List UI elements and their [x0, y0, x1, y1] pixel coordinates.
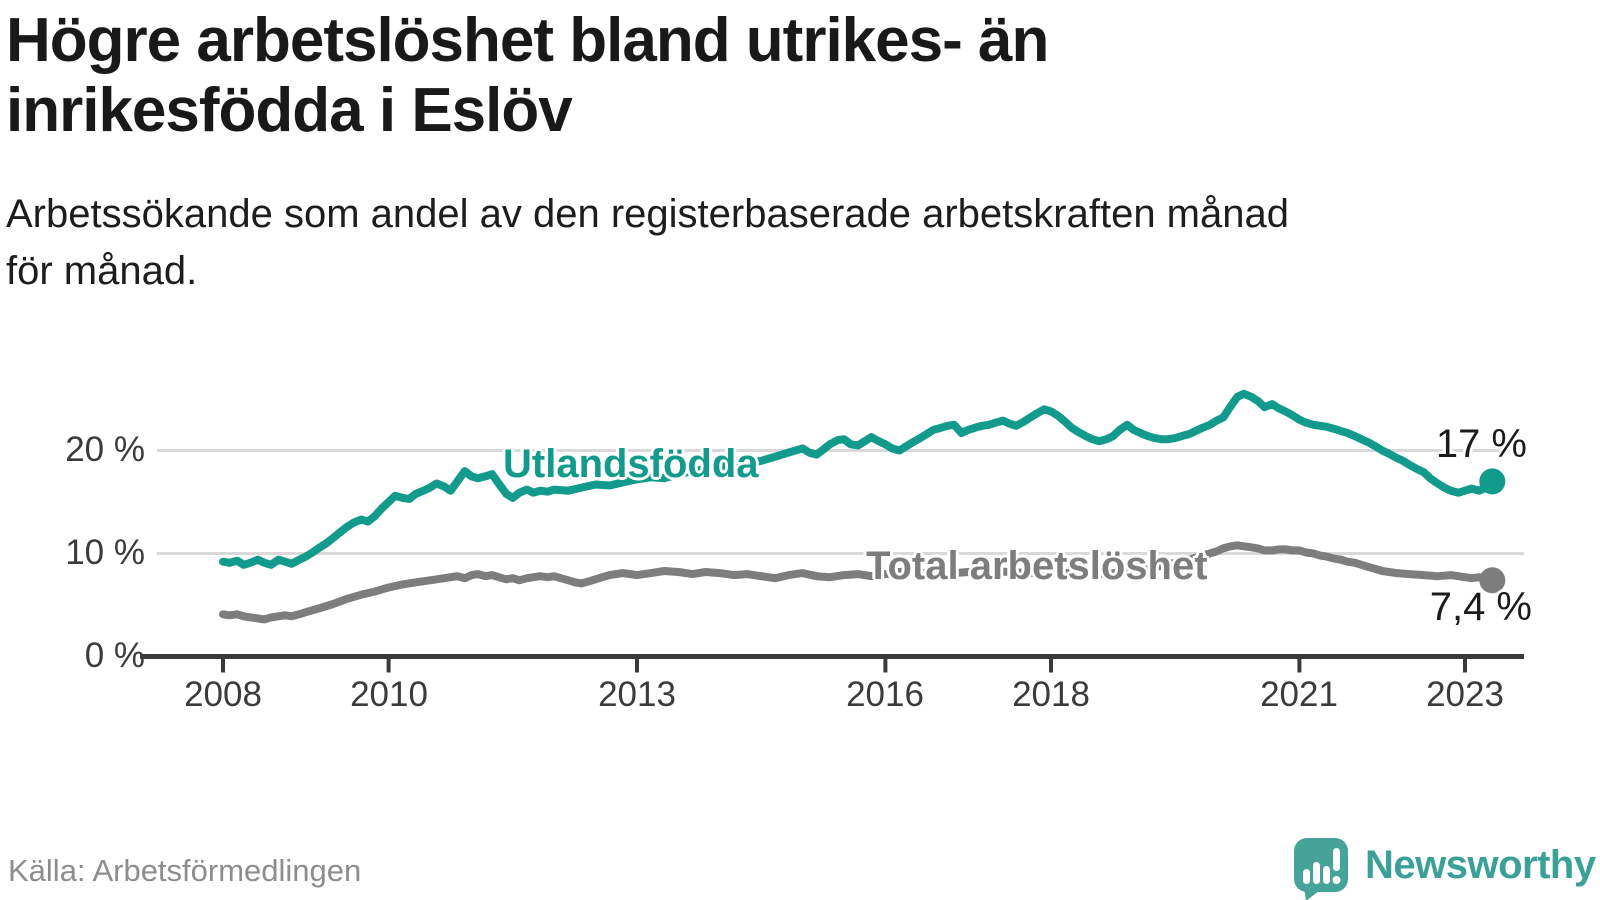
series-label-total-arbetsloshet: Total arbetslöshet [866, 544, 1208, 588]
newsworthy-logo-icon [1294, 838, 1348, 900]
x-tick-label-2008: 2008 [184, 675, 262, 714]
end-value-label-total: 7,4 % [1429, 585, 1532, 629]
line-chart-canvas [140, 389, 1524, 673]
x-tick-label-2021: 2021 [1260, 675, 1338, 714]
page-title: Högre arbetslöshet bland utrikes- än inri… [6, 6, 1566, 146]
title-line-1: Högre arbetslöshet bland utrikes- än [6, 6, 1049, 75]
x-tick-label-2016: 2016 [846, 675, 924, 714]
x-tick-label-2018: 2018 [1012, 675, 1090, 714]
series-label-utlandsfodda: Utlandsfödda [503, 442, 759, 486]
title-line-2: inrikesfödda i Eslöv [6, 76, 573, 145]
brand-logo-block: Newsworthy [1293, 838, 1596, 900]
brand-name: Newsworthy [1365, 843, 1596, 887]
source-note: Källa: Arbetsförmedlingen [8, 853, 362, 888]
subtitle-line-2: för månad. [6, 249, 198, 293]
end-value-label-utlandsfodda: 17 % [1435, 422, 1527, 466]
chart-subtitle: Arbetssökande som andel av den registerb… [6, 186, 1566, 300]
x-tick-label-2010: 2010 [350, 675, 428, 714]
y-tick-label-20: 20 % [65, 430, 145, 469]
x-tick-label-2023: 2023 [1426, 675, 1504, 714]
y-tick-label-10: 10 % [65, 533, 145, 572]
y-tick-label-0: 0 % [84, 636, 145, 675]
x-tick-label-2013: 2013 [598, 675, 676, 714]
subtitle-line-1: Arbetssökande som andel av den registerb… [6, 192, 1289, 236]
